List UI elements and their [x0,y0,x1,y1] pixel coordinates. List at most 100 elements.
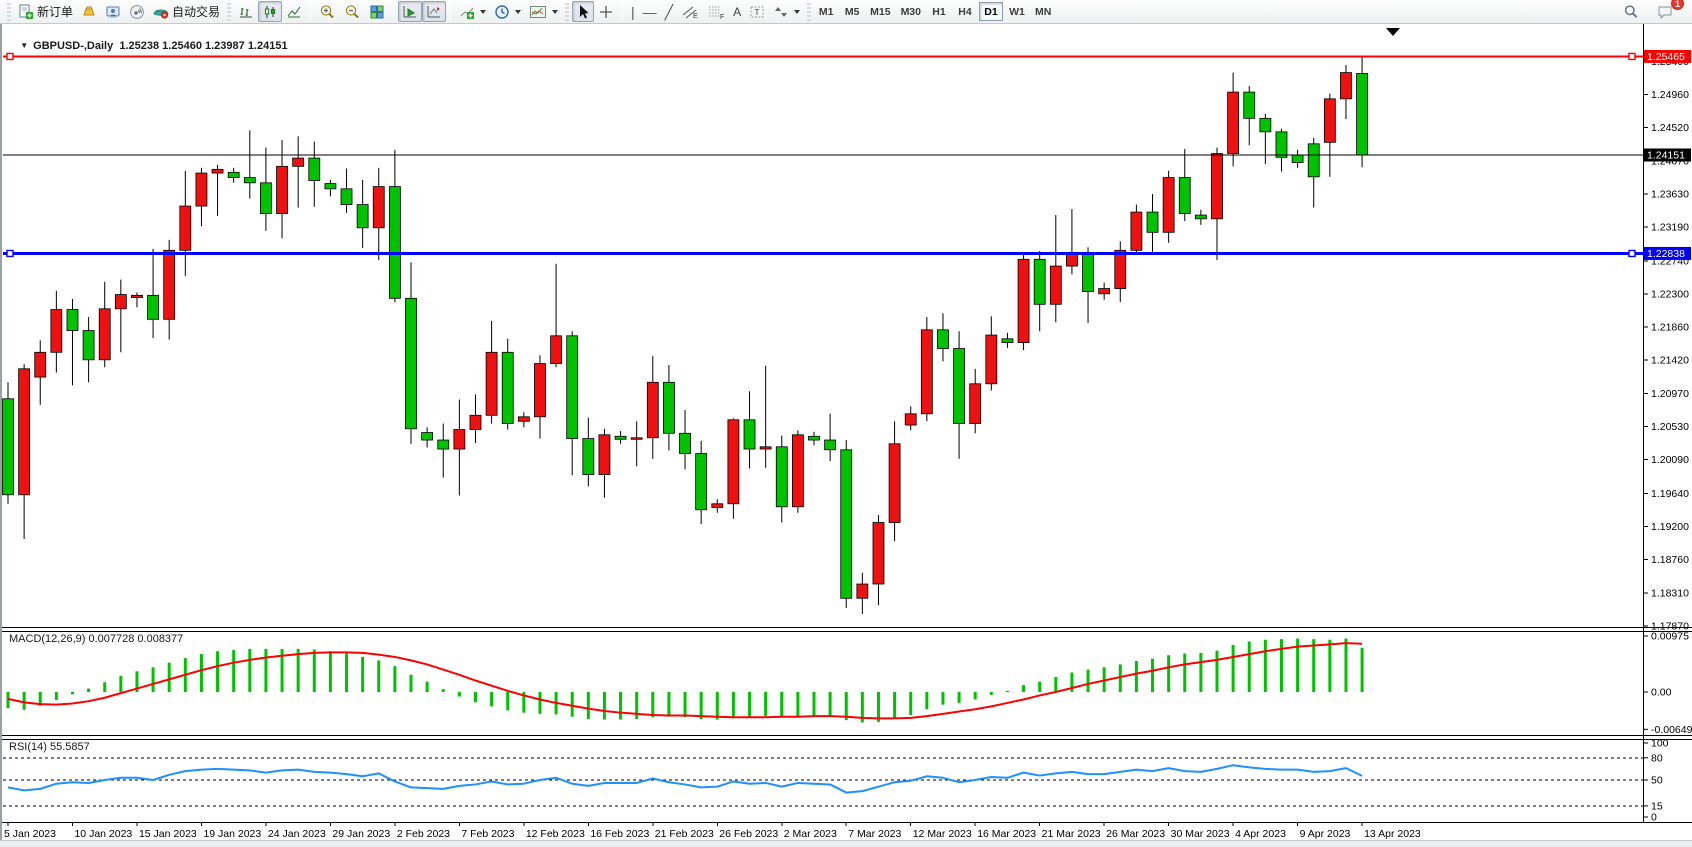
price-axis-label: 1.19200 [1651,521,1689,533]
candlestick-10-jan [66,309,79,331]
timeframe-button-d1[interactable]: D1 [979,2,1003,21]
resistance-line-handle[interactable] [6,52,14,61]
tile-windows-icon [370,5,384,18]
date-axis-label: 24 Jan 2023 [268,828,326,840]
candlestick-3-apr [1211,153,1223,220]
candlestick-13-jan [114,294,127,310]
search-button[interactable] [1619,1,1643,22]
candlestick-21-mar [1033,258,1046,305]
cursor-arrow-icon [580,4,589,18]
signals-button[interactable] [125,1,149,22]
date-axis-label: 26 Feb 2023 [719,828,778,840]
zoom-in-button[interactable] [315,1,340,22]
text-label-button[interactable]: T [745,1,769,22]
timeframe-button-m5[interactable]: M5 [844,5,860,18]
price-badge-value: 1.25465 [1647,51,1685,63]
symbol-period-label: GBPUSD-,Daily [33,40,114,52]
timeframe-button-w1[interactable]: W1 [1009,5,1025,18]
toolbar-grip[interactable] [7,2,11,21]
candlestick-chart-button[interactable] [258,1,283,22]
ohlc-readout: 1.25238 1.25460 1.23987 1.24151 [119,40,288,52]
wallet-button[interactable] [77,1,101,22]
price-axis-label: 1.22300 [1651,288,1689,300]
trendline-button[interactable]: ╱ [661,1,677,22]
candlestick-25-jan [276,165,288,214]
fibonacci-icon: F [709,6,724,20]
price-badge-value: 1.22838 [1647,248,1685,260]
candlestick-16-feb [582,438,595,475]
candlestick-24-feb [695,453,708,511]
candlestick-13-mar [920,329,933,415]
date-axis-label: 12 Mar 2023 [913,828,972,840]
collapse-arrow-icon[interactable]: ▼ [20,41,29,50]
toolbar-grip[interactable] [807,2,812,21]
auto-trading-label: 自动交易 [172,5,221,19]
date-axis-label: 10 Jan 2023 [74,828,132,840]
zoom-out-button[interactable] [340,1,365,22]
cursor-button[interactable] [572,1,595,22]
timeframe-toolbar: M1 M5 M15 M30 H1 H4 D1 W1 MN [814,2,1055,21]
dropdown-arrow-icon [515,9,522,14]
timeframe-button-m15[interactable]: M15 [870,5,891,18]
crosshair-icon [600,5,613,18]
horizontal-line-button[interactable]: — [639,1,661,22]
price-axis-label: 1.19640 [1651,488,1689,500]
date-axis-label: 16 Feb 2023 [590,828,649,840]
support-line-handle[interactable] [6,249,14,258]
svg-text:F: F [720,14,724,20]
text-button[interactable]: A [729,1,745,22]
notifications-button[interactable]: 1 [1653,0,1684,22]
fibonacci-button[interactable]: F [703,1,729,22]
date-axis-label: 21 Feb 2023 [655,828,714,840]
support-line-handle[interactable] [1628,249,1636,258]
auto-scroll-icon [403,5,417,17]
price-axis-label: 1.20970 [1651,388,1689,400]
toolbar-grip[interactable] [565,2,570,21]
chart-shift-marker-icon[interactable] [1386,28,1400,36]
line-chart-button[interactable] [282,1,306,22]
resistance-line-handle[interactable] [1628,52,1636,61]
candlestick-3-mar [791,434,804,508]
rsi-axis-label: 15 [1651,800,1663,812]
timeframe-button-h1[interactable]: H1 [932,5,946,18]
dropdown-arrow-icon [794,9,801,14]
vertical-line-button[interactable]: | [627,1,639,22]
candlestick-17-jan [163,249,176,320]
auto-scroll-button[interactable] [398,1,423,22]
indicators-button[interactable] [455,1,490,22]
timeframe-button-m1[interactable]: M1 [818,5,834,18]
timeframe-button-h4[interactable]: H4 [958,5,972,18]
periods-button[interactable] [490,1,525,22]
arrows-button[interactable] [769,1,804,22]
candlestick-15-feb [566,335,579,439]
price-axis-label: 1.23630 [1651,189,1689,201]
candlestick-16-jan [147,294,159,320]
text-label-icon: T [750,6,764,17]
timeframe-button-mn[interactable]: MN [1035,5,1052,18]
rsi-axis-label: 0 [1651,812,1657,824]
bar-chart-button[interactable] [234,1,258,22]
line-chart-icon [287,6,301,17]
auto-trading-button[interactable]: 自动交易 [149,1,224,22]
crosshair-button[interactable] [594,1,618,22]
price-badge [1644,246,1691,260]
profile-button[interactable] [101,1,125,22]
candlestick-6-mar [824,439,837,451]
date-axis-label: 29 Jan 2023 [332,828,390,840]
macd-axis-label: -0.006494 [1651,724,1692,736]
candlestick-27-feb [727,419,740,505]
new-order-button[interactable]: 新订单 [14,1,77,22]
candlestick-7-feb [453,429,466,450]
templates-button[interactable] [525,1,562,22]
candlestick-3-feb [405,297,417,430]
rsi-indicator-label: RSI(14) 55.5857 [9,741,90,753]
candlestick-8-jan [34,351,47,378]
toolbar-grip[interactable] [227,2,232,21]
chart-shift-button[interactable] [422,1,447,22]
timeframe-button-m30[interactable]: M30 [900,5,921,18]
equidistant-channel-button[interactable]: E [677,1,703,22]
rsi-axis-label: 80 [1651,752,1663,764]
tile-windows-button[interactable] [365,1,389,22]
date-axis-label: 13 Apr 2023 [1364,828,1421,840]
